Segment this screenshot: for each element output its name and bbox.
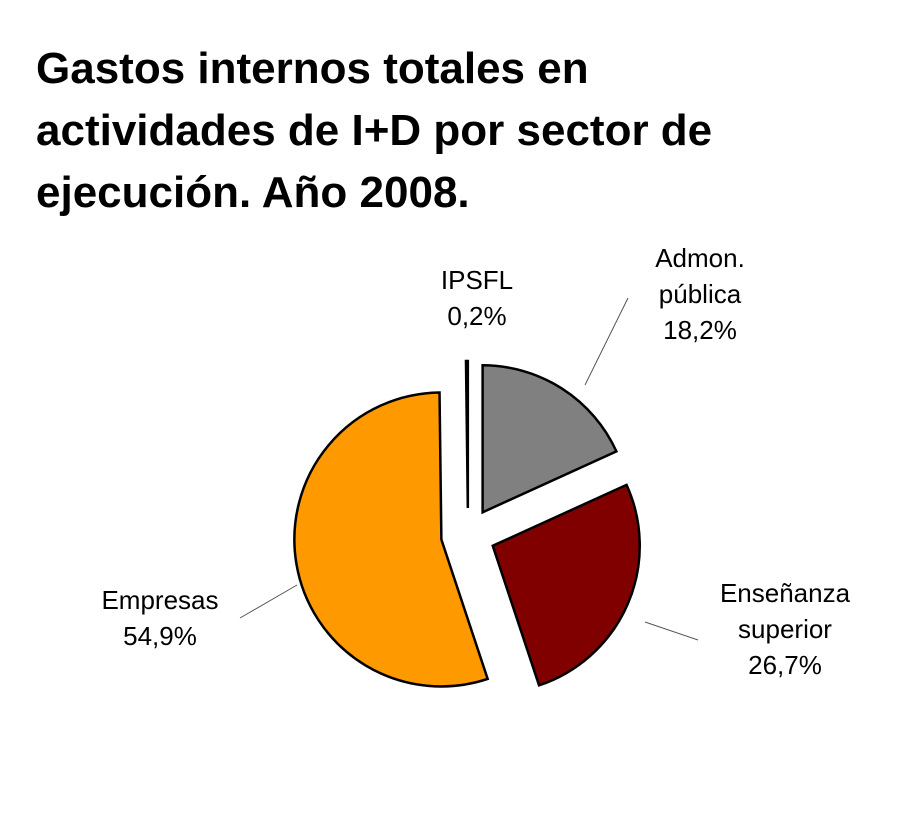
slice-label: Enseñanza superior 26,7% (710, 575, 860, 683)
pie-slice (464, 359, 470, 509)
slice-label: Admon. pública 18,2% (625, 240, 775, 348)
category-label: Enseñanza superior (719, 578, 851, 644)
value-label: 26,7% (748, 650, 822, 680)
pie-slice (293, 391, 490, 688)
category-label: Empresas (101, 585, 219, 615)
pie-slice (491, 483, 641, 687)
category-label: IPSFL (440, 265, 514, 295)
value-label: 18,2% (663, 315, 737, 345)
pie-slice (481, 364, 619, 515)
leader-line (644, 621, 699, 641)
slice-label: Empresas 54,9% (85, 582, 235, 654)
category-label: Admon. pública (655, 243, 745, 309)
value-label: 0,2% (447, 301, 507, 331)
value-label: 54,9% (123, 621, 197, 651)
leader-line (239, 584, 298, 619)
chart-title: Gastos internos totales en actividades d… (36, 44, 713, 217)
leader-line (584, 297, 629, 386)
slice-label: IPSFL 0,2% (402, 262, 552, 334)
